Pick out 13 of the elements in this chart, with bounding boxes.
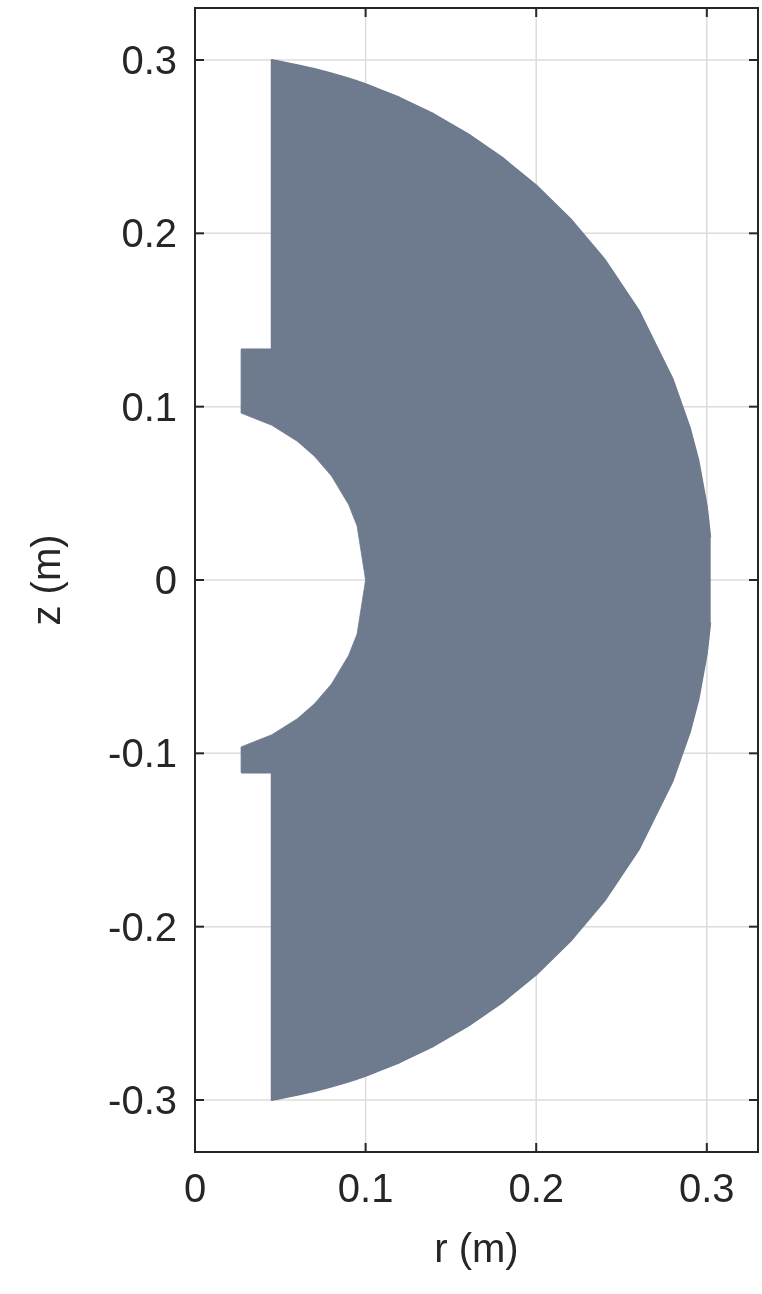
y-tick-label: 0.3 xyxy=(121,38,177,82)
y-tick-label: 0.2 xyxy=(121,211,177,256)
x-tick-label: 0.2 xyxy=(508,1166,565,1210)
y-tick-label: 0 xyxy=(154,558,177,602)
y-axis-title: z (m) xyxy=(24,534,68,626)
x-axis-title: r (m) xyxy=(434,1226,519,1270)
y-tick-label: -0.1 xyxy=(108,731,177,776)
y-tick-label: 0.1 xyxy=(121,384,177,429)
y-tick-label: -0.2 xyxy=(108,904,177,949)
y-tick-label: -0.3 xyxy=(108,1078,177,1122)
x-tick-label: 0.3 xyxy=(679,1166,735,1210)
x-tick-label: 0 xyxy=(183,1166,207,1210)
x-tick-label: 0.1 xyxy=(337,1166,394,1210)
